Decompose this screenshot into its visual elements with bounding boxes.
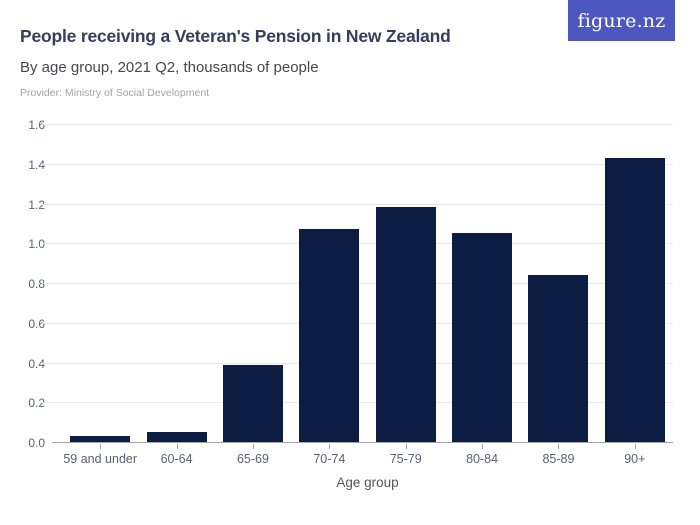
y-axis: 0.0 0.2 0.4 0.6 0.8 1.0 1.2 1.4 1.6 <box>0 118 45 450</box>
y-tick-label: 1.2 <box>28 197 45 212</box>
plot-area <box>42 124 673 443</box>
y-gridline <box>42 124 673 125</box>
chart-title: People receiving a Veteran's Pension in … <box>20 26 451 46</box>
bar-90-[interactable] <box>604 157 665 442</box>
x-tick <box>482 444 484 449</box>
bar-80-84[interactable] <box>452 233 513 442</box>
x-tick <box>329 444 331 449</box>
y-tick-label: 0.0 <box>28 436 45 450</box>
chart-subtitle: By age group, 2021 Q2, thousands of peop… <box>20 59 319 76</box>
bar-75-79[interactable] <box>375 207 436 442</box>
y-tick-label: 1.6 <box>28 118 45 132</box>
x-tick-label: 59 and under <box>63 452 138 466</box>
x-tick-label: 75-79 <box>389 452 422 466</box>
x-tick <box>405 444 407 449</box>
x-tick-label: 80-84 <box>466 452 499 466</box>
y-tick-label: 0.8 <box>28 277 45 291</box>
x-tick-label: 60-64 <box>160 452 193 466</box>
bar-chart: 0.0 0.2 0.4 0.6 0.8 1.0 1.2 1.4 1.6 Age group 59… <box>0 118 700 525</box>
x-tick-label: 85-89 <box>542 452 575 466</box>
figure-nz-logo-text: figure.nz <box>577 9 666 32</box>
bar-60-64[interactable] <box>146 432 207 442</box>
provider-attribution: Provider: Ministry of Social Development <box>20 87 210 99</box>
x-tick <box>176 444 178 449</box>
y-gridline <box>42 203 673 205</box>
y-tick-label: 0.4 <box>28 356 45 371</box>
x-tick-label: 70-74 <box>313 452 346 466</box>
bar-65-69[interactable] <box>222 364 283 442</box>
bar-59-and-under[interactable] <box>70 436 131 442</box>
y-tick-label: 1.0 <box>28 237 45 252</box>
y-gridline <box>42 163 673 165</box>
figure-nz-logo[interactable]: figure.nz <box>568 0 675 41</box>
y-tick-label: 0.6 <box>28 316 45 331</box>
y-tick-label: 1.4 <box>28 157 45 172</box>
x-tick-label: 90+ <box>624 452 646 466</box>
x-tick <box>558 444 560 449</box>
x-tick <box>252 444 254 449</box>
x-axis-title: Age group <box>336 475 399 490</box>
bar-70-74[interactable] <box>299 229 360 442</box>
x-tick-label: 65-69 <box>236 452 269 466</box>
bar-85-89[interactable] <box>528 275 589 442</box>
x-tick <box>634 444 636 449</box>
y-tick-label: 0.2 <box>28 396 45 411</box>
x-tick <box>100 444 102 449</box>
